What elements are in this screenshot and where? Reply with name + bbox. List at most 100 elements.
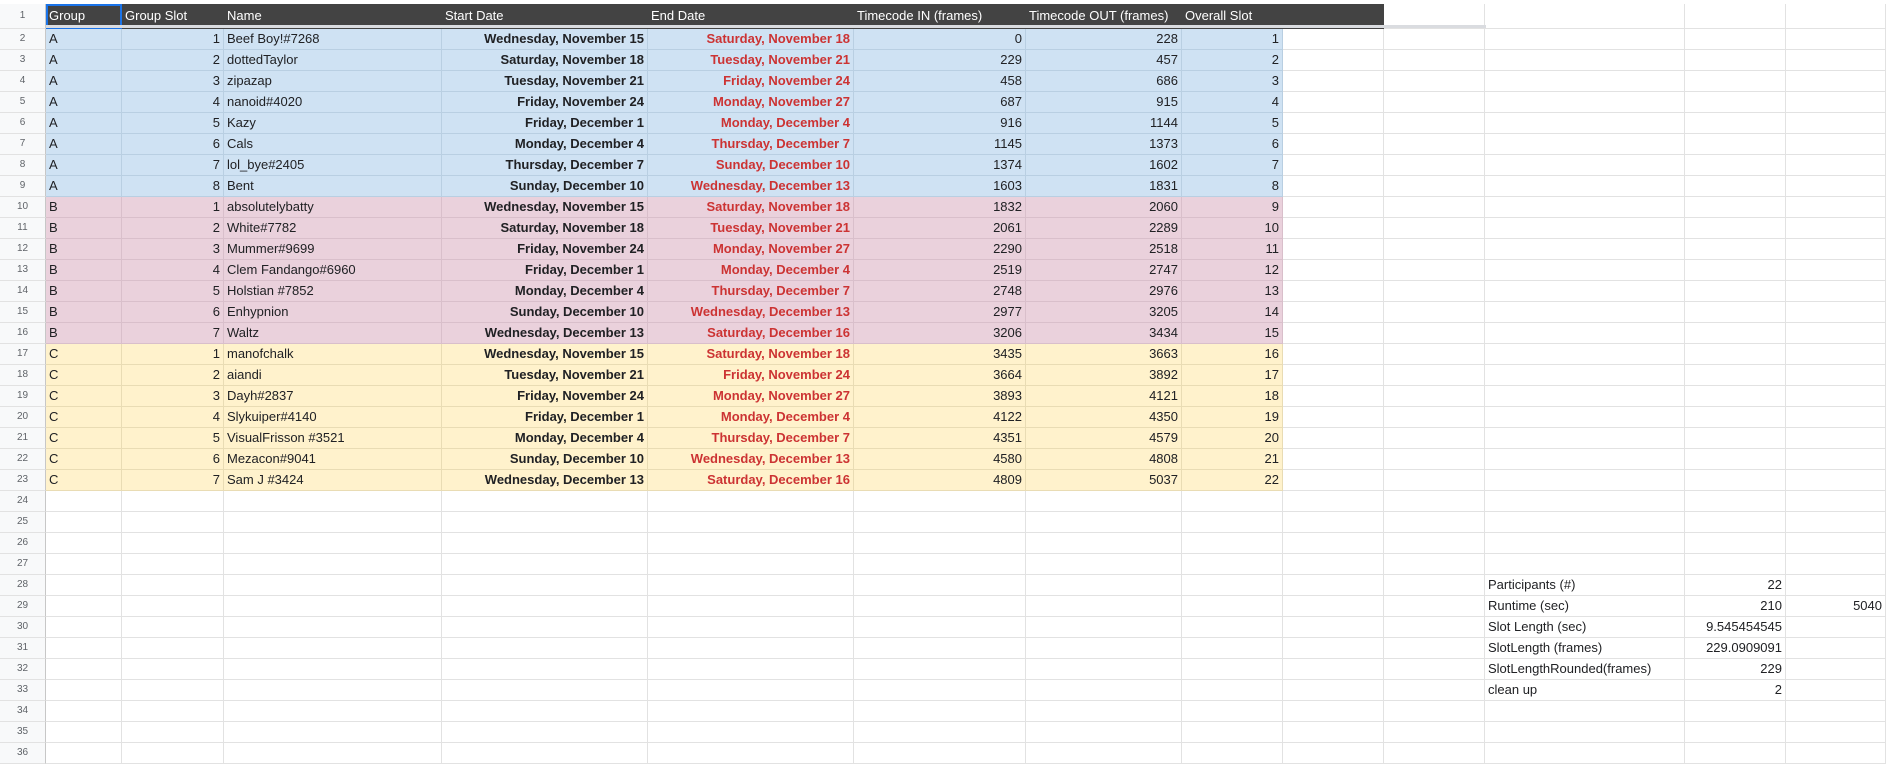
cell[interactable] <box>1283 260 1384 281</box>
table-cell[interactable]: Mummer#9699 <box>224 239 442 260</box>
cell[interactable] <box>1283 92 1384 113</box>
row-number[interactable]: 36 <box>0 743 46 764</box>
cell[interactable] <box>1026 638 1182 659</box>
cell[interactable] <box>1485 29 1685 50</box>
table-cell[interactable]: Monday, December 4 <box>442 134 648 155</box>
cell[interactable] <box>1786 92 1886 113</box>
table-cell[interactable]: Wednesday, December 13 <box>648 176 854 197</box>
table-cell[interactable]: Tuesday, November 21 <box>648 50 854 71</box>
row-number[interactable]: 7 <box>0 134 46 155</box>
table-cell[interactable]: Monday, December 4 <box>442 281 648 302</box>
cell[interactable] <box>648 512 854 533</box>
table-cell[interactable]: A <box>46 134 122 155</box>
cell[interactable] <box>1182 554 1283 575</box>
cell[interactable] <box>442 659 648 680</box>
table-cell[interactable]: dottedTaylor <box>224 50 442 71</box>
table-cell[interactable]: 1603 <box>854 176 1026 197</box>
cell[interactable] <box>1786 323 1886 344</box>
table-cell[interactable]: lol_bye#2405 <box>224 155 442 176</box>
cell[interactable] <box>1026 596 1182 617</box>
cell[interactable] <box>1283 449 1384 470</box>
table-cell[interactable]: 2290 <box>854 239 1026 260</box>
table-cell[interactable]: Cals <box>224 134 442 155</box>
cell[interactable] <box>1685 533 1786 554</box>
cell[interactable] <box>122 680 224 701</box>
cell[interactable] <box>1384 596 1485 617</box>
summary-value[interactable]: 229 <box>1685 659 1786 680</box>
summary-extra[interactable]: 5040 <box>1786 596 1886 617</box>
cell[interactable] <box>1485 281 1685 302</box>
summary-extra[interactable] <box>1786 638 1886 659</box>
cell[interactable] <box>854 575 1026 596</box>
table-cell[interactable]: A <box>46 50 122 71</box>
table-cell[interactable]: Sam J #3424 <box>224 470 442 491</box>
cell[interactable] <box>122 533 224 554</box>
cell[interactable] <box>224 575 442 596</box>
table-cell[interactable]: 3892 <box>1026 365 1182 386</box>
row-number[interactable]: 12 <box>0 239 46 260</box>
table-cell[interactable]: Monday, December 4 <box>648 407 854 428</box>
cell[interactable] <box>1283 596 1384 617</box>
table-cell[interactable]: Sunday, December 10 <box>442 176 648 197</box>
table-cell[interactable]: Tuesday, November 21 <box>442 71 648 92</box>
cell[interactable] <box>1786 554 1886 575</box>
cell[interactable] <box>1384 470 1485 491</box>
table-cell[interactable]: Thursday, December 7 <box>648 428 854 449</box>
cell[interactable] <box>648 617 854 638</box>
cell[interactable] <box>46 512 122 533</box>
column-header[interactable]: Group <box>46 4 122 29</box>
cell[interactable] <box>1283 197 1384 218</box>
cell[interactable] <box>1685 449 1786 470</box>
table-cell[interactable]: 16 <box>1182 344 1283 365</box>
cell[interactable] <box>1685 197 1786 218</box>
cell[interactable] <box>1685 134 1786 155</box>
table-cell[interactable]: B <box>46 260 122 281</box>
row-number[interactable]: 27 <box>0 554 46 575</box>
row-number[interactable]: 25 <box>0 512 46 533</box>
cell[interactable] <box>1283 218 1384 239</box>
table-cell[interactable]: 9 <box>1182 197 1283 218</box>
table-cell[interactable]: C <box>46 386 122 407</box>
table-cell[interactable]: 12 <box>1182 260 1283 281</box>
table-cell[interactable]: 21 <box>1182 449 1283 470</box>
table-cell[interactable]: 6 <box>122 134 224 155</box>
cell[interactable] <box>1384 533 1485 554</box>
summary-label[interactable]: Participants (#) <box>1485 575 1685 596</box>
table-cell[interactable]: 1144 <box>1026 113 1182 134</box>
header-cell[interactable] <box>1283 4 1384 29</box>
cell[interactable] <box>1685 470 1786 491</box>
table-cell[interactable]: Friday, December 1 <box>442 407 648 428</box>
cell[interactable] <box>1182 617 1283 638</box>
table-cell[interactable]: Monday, December 4 <box>648 113 854 134</box>
cell[interactable] <box>1786 71 1886 92</box>
table-cell[interactable]: 5 <box>122 113 224 134</box>
cell[interactable] <box>854 596 1026 617</box>
table-cell[interactable]: 8 <box>1182 176 1283 197</box>
cell[interactable] <box>1685 386 1786 407</box>
cell[interactable] <box>1026 554 1182 575</box>
cell[interactable] <box>1485 701 1685 722</box>
cell[interactable] <box>1384 491 1485 512</box>
table-cell[interactable]: B <box>46 218 122 239</box>
cell[interactable] <box>122 659 224 680</box>
summary-label[interactable]: Slot Length (sec) <box>1485 617 1685 638</box>
table-cell[interactable]: Friday, December 1 <box>442 113 648 134</box>
table-cell[interactable]: A <box>46 176 122 197</box>
cell[interactable] <box>1384 365 1485 386</box>
cell[interactable] <box>1384 701 1485 722</box>
cell[interactable] <box>1485 218 1685 239</box>
table-cell[interactable]: nanoid#4020 <box>224 92 442 113</box>
cell[interactable] <box>46 680 122 701</box>
row-number[interactable]: 20 <box>0 407 46 428</box>
cell[interactable] <box>442 512 648 533</box>
table-cell[interactable]: 3 <box>122 386 224 407</box>
table-cell[interactable]: A <box>46 29 122 50</box>
table-cell[interactable]: 6 <box>122 449 224 470</box>
cell[interactable] <box>1786 428 1886 449</box>
table-cell[interactable]: Saturday, November 18 <box>442 218 648 239</box>
cell[interactable] <box>854 512 1026 533</box>
cell[interactable] <box>1283 239 1384 260</box>
cell[interactable] <box>122 722 224 743</box>
table-cell[interactable]: Saturday, November 18 <box>648 197 854 218</box>
cell[interactable] <box>1283 575 1384 596</box>
